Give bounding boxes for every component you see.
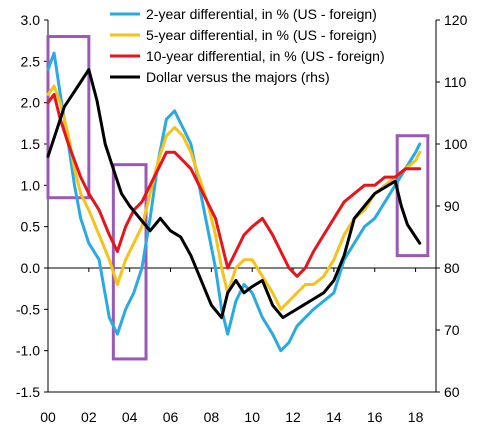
x-tick-label: 12 <box>285 409 301 425</box>
left-y-tick-label: 2.0 <box>21 95 41 111</box>
x-tick-label: 00 <box>40 409 56 425</box>
x-tick-label: 14 <box>326 409 342 425</box>
legend-label: Dollar versus the majors (rhs) <box>146 69 330 85</box>
right-y-tick-label: 80 <box>444 260 460 276</box>
x-tick-label: 08 <box>204 409 220 425</box>
x-tick-label: 18 <box>408 409 424 425</box>
left-y-tick-label: -0.5 <box>16 301 40 317</box>
highlight-boxes <box>46 35 430 361</box>
legend-label: 10-year differential, in % (US - foreign… <box>146 48 385 64</box>
left-y-tick-label: -1.5 <box>16 384 40 400</box>
highlight-box <box>46 35 91 200</box>
left-y-tick-label: -1.0 <box>16 343 40 359</box>
right-y-tick-label: 90 <box>444 198 460 214</box>
x-tick-label: 06 <box>163 409 179 425</box>
series-line-1 <box>46 51 422 353</box>
highlight-box <box>395 134 430 258</box>
series-lines <box>46 51 422 353</box>
right-y-tick-label: 60 <box>444 384 460 400</box>
x-tick-label: 04 <box>122 409 138 425</box>
left-y-tick-label: 1.0 <box>21 177 41 193</box>
x-tick-label: 16 <box>367 409 383 425</box>
left-y-tick-label: 0.5 <box>21 219 41 235</box>
series-line-2 <box>46 84 422 311</box>
series-line-3 <box>46 92 422 278</box>
legend-label: 5-year differential, in % (US - foreign) <box>146 27 377 43</box>
right-y-tick-label: 70 <box>444 322 460 338</box>
right-y-tick-label: 110 <box>444 74 467 90</box>
highlight-box <box>111 163 148 361</box>
right-y-tick-label: 120 <box>444 12 468 28</box>
series-line-4 <box>46 68 422 320</box>
chart-frame: 3.0 2.5 2.0 1.5 1.0 0.5 0.0 -0.5 -1.0 -1.5 120 110 1… <box>16 12 468 425</box>
x-tick-label: 02 <box>81 409 97 425</box>
left-y-tick-label: 0.0 <box>21 260 41 276</box>
left-y-tick-label: 2.5 <box>21 53 41 69</box>
left-y-tick-label: 3.0 <box>21 12 41 28</box>
legend: 2-year differential, in % (US - foreign)… <box>110 6 385 85</box>
left-y-tick-label: 1.5 <box>21 136 41 152</box>
legend-label: 2-year differential, in % (US - foreign) <box>146 6 377 22</box>
x-tick-label: 10 <box>244 409 260 425</box>
right-y-tick-label: 100 <box>444 136 468 152</box>
